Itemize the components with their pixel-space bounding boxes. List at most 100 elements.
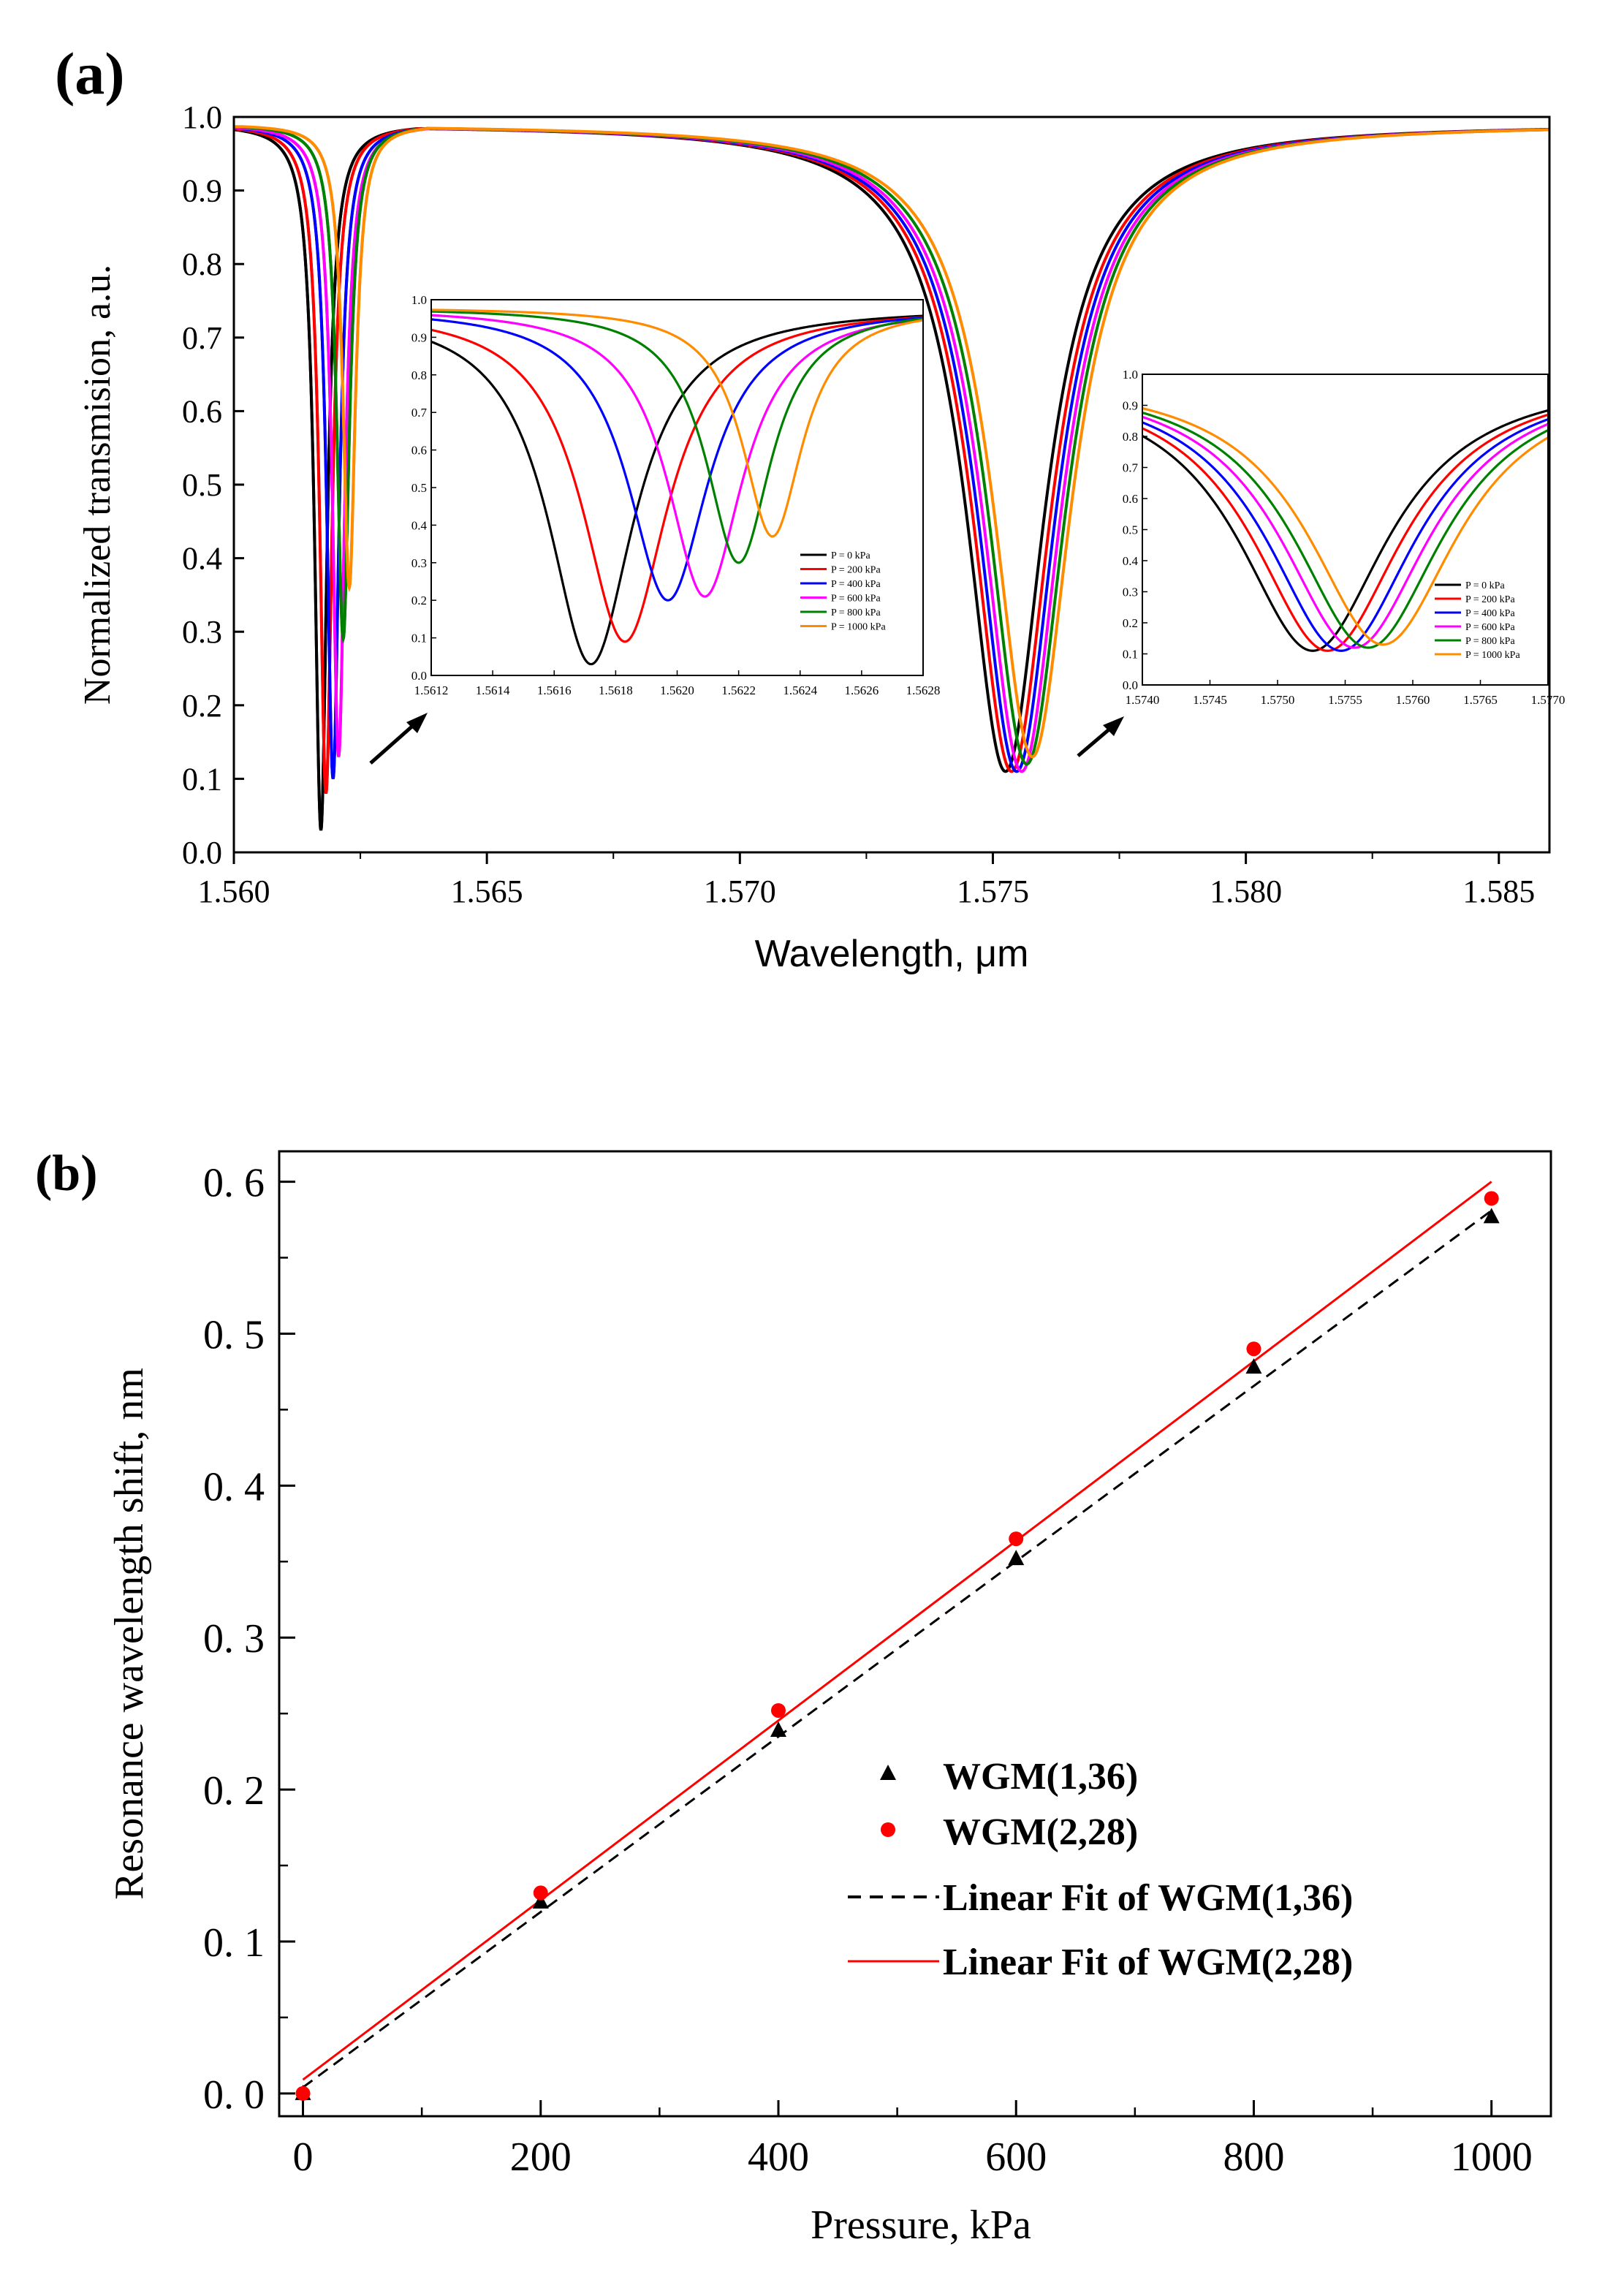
- panel-a-y-tick-label: 0.8: [182, 246, 222, 282]
- inset1-series-2: [430, 317, 924, 602]
- panel-a-y-tick-label: 0.6: [182, 393, 222, 429]
- inset1-x-tick-label: 1.5624: [783, 683, 817, 697]
- panel-b-fit-lines: [302, 1181, 1492, 2088]
- panel-b-legend-label: WGM(2,28): [943, 1811, 1138, 1853]
- inset1-x-tick-label: 1.5628: [906, 683, 941, 697]
- inset1-legend-label: P = 200 kPa: [831, 565, 881, 576]
- panel-b-point-wgm-2-28: [1246, 1341, 1261, 1357]
- inset2-y-tick-label: 0.2: [1123, 616, 1138, 630]
- panel-a-x-tick-label: 1.570: [704, 874, 776, 909]
- panel-b-legend-label: Linear Fit of WGM(1,36): [943, 1877, 1353, 1919]
- panel-b-point-wgm-2-28: [295, 2086, 311, 2101]
- panel-a-y-tick-label: 0.4: [182, 541, 222, 577]
- panel-b-legend-label: Linear Fit of WGM(2,28): [943, 1942, 1353, 1983]
- panel-b-point-wgm-1-36: [1008, 1550, 1025, 1566]
- inset1-legend: P = 0 kPa P = 200 kPa P = 400 kPa P = 600 k…: [800, 550, 886, 633]
- panel-a: (a) 0.0 0.1 0.2 0.3 0.4 0.5 0.6 0.7 0.8 0.9 1.0 1.5…: [55, 40, 1565, 975]
- panel-b-point-wgm-1-36: [770, 1721, 786, 1737]
- panel-b-point-wgm-2-28: [1009, 1531, 1024, 1547]
- inset1-y-tick-label: 0.5: [411, 481, 427, 495]
- inset1-y-tick-label: 0.0: [411, 669, 427, 683]
- inset2-series-4: [1142, 411, 1549, 649]
- panel-a-y-tick-label: 0.3: [182, 614, 222, 650]
- inset2-legend: P = 0 kPa P = 200 kPa P = 400 kPa P = 600 k…: [1435, 580, 1520, 661]
- inset-1: 0.0 0.1 0.2 0.3 0.4 0.5 0.6 0.7 0.8 0.9 1.0 1.5612 1…: [411, 293, 941, 697]
- inset2-series-2: [1142, 418, 1549, 652]
- inset1-y-tick-label: 0.6: [411, 444, 427, 458]
- panel-a-y-tick-label: 0.1: [182, 761, 222, 797]
- inset1-y-tick-label: 0.2: [411, 594, 427, 607]
- inset1-legend-label: P = 1000 kPa: [831, 622, 886, 633]
- inset1-y-tick-label: 0.7: [411, 406, 428, 420]
- panel-a-label: (a): [55, 40, 125, 107]
- panel-b-frame: [278, 1150, 1552, 2118]
- inset1-x-tick-label: 1.5612: [414, 683, 449, 697]
- inset2-legend-label: P = 600 kPa: [1465, 622, 1515, 633]
- inset1-series-3: [430, 314, 924, 598]
- inset2-legend-label: P = 800 kPa: [1465, 636, 1515, 647]
- inset2-x-tick-label: 1.5755: [1328, 693, 1362, 707]
- inset1-y-tick-label: 0.1: [411, 632, 427, 645]
- inset2-y-tick-label: 0.8: [1123, 430, 1138, 444]
- inset1-legend-label: P = 800 kPa: [831, 607, 881, 618]
- panel-a-x-tick-label: 1.560: [198, 874, 270, 909]
- inset2-series-1: [1142, 413, 1549, 652]
- panel-b-y-tick-label: 0. 1: [203, 1920, 265, 1966]
- inset-2: 0.0 0.1 0.2 0.3 0.4 0.5 0.6 0.7 0.8 0.9 1.0 1.5740 1…: [1123, 368, 1566, 707]
- inset1-x-tick-label: 1.5614: [476, 683, 510, 697]
- inset1-x-tick-label: 1.5620: [660, 683, 694, 697]
- inset2-y-tick-label: 0.4: [1123, 554, 1139, 568]
- panel-b-point-wgm-1-36: [532, 1893, 549, 1909]
- panel-a-x-tick-label: 1.585: [1462, 874, 1535, 909]
- panel-b-x-tick-label: 1000: [1451, 2134, 1533, 2180]
- inset-1-pointer-arrow: [369, 713, 428, 765]
- inset1-series-5: [430, 308, 924, 538]
- panel-a-y-tick-label: 1.0: [182, 99, 222, 135]
- panel-b-x-tick-label: 200: [510, 2134, 572, 2180]
- inset2-legend-label: P = 1000 kPa: [1465, 650, 1520, 661]
- inset2-x-tick-label: 1.5765: [1463, 693, 1498, 707]
- inset1-x-tick-label: 1.5622: [721, 683, 756, 697]
- panel-b-legend-label: WGM(1,36): [943, 1756, 1138, 1798]
- inset2-legend-label: P = 400 kPa: [1465, 608, 1515, 619]
- inset1-x-tick-label: 1.5618: [599, 683, 633, 697]
- inset2-y-tick-label: 0.3: [1123, 586, 1138, 599]
- panel-b-legend-marker-circle: [881, 1822, 895, 1837]
- panel-b-y-tick-label: 0. 2: [203, 1768, 265, 1814]
- inset2-y-tick-label: 0.9: [1123, 399, 1138, 413]
- panel-b-point-wgm-2-28: [1484, 1191, 1499, 1206]
- inset2-x-tick-label: 1.5740: [1126, 693, 1160, 707]
- panel-a-series-dip-p-400-kpa: [257, 129, 409, 779]
- panel-b-x-tick-label: 400: [748, 2134, 809, 2180]
- panel-b-y-tick-label: 0. 0: [203, 2072, 265, 2118]
- inset1-series-0: [430, 314, 924, 666]
- panel-a-x-tick-label: 1.580: [1210, 874, 1282, 909]
- inset1-y-tick-label: 0.3: [411, 556, 427, 570]
- panel-b: (b) 0. 0 0. 1 0. 2 0. 3 0. 4 0. 5 0. 6 0 200 400 6…: [35, 1145, 1552, 2248]
- inset2-legend-label: P = 200 kPa: [1465, 594, 1515, 605]
- panel-a-y-tick-label: 0.2: [182, 688, 222, 724]
- panel-b-point-wgm-1-36: [1245, 1358, 1262, 1374]
- inset2-y-tick-label: 0.5: [1123, 523, 1138, 537]
- inset2-x-tick-label: 1.5750: [1261, 693, 1295, 707]
- panel-b-legend: WGM(1,36) WGM(2,28) Linear Fit of WGM(1,36…: [848, 1756, 1353, 1983]
- inset2-x-tick-label: 1.5760: [1396, 693, 1430, 707]
- panel-a-y-tick-label: 0.9: [182, 173, 222, 209]
- inset2-x-tick-label: 1.5770: [1531, 693, 1566, 707]
- panel-b-fit-linear-fit-of-wgm-2-28: [302, 1181, 1492, 2081]
- panel-b-y-axis-label: Resonance wavelength shift, nm: [107, 1368, 152, 1900]
- panel-b-y-tick-label: 0. 6: [203, 1161, 265, 1206]
- inset1-y-tick-label: 0.4: [411, 518, 428, 532]
- panel-b-legend-marker-triangle: [880, 1765, 896, 1780]
- panel-b-x-tick-label: 0: [293, 2134, 314, 2180]
- inset2-series-3: [1142, 415, 1549, 649]
- inset1-y-tick-label: 0.9: [411, 330, 427, 344]
- panel-b-x-axis-label: Pressure, kPa: [811, 2202, 1031, 2248]
- panel-a-x-tick-label: 1.565: [451, 874, 523, 909]
- inset1-series-1: [430, 316, 924, 643]
- inset2-y-tick-label: 0.0: [1123, 678, 1138, 692]
- inset2-y-tick-label: 1.0: [1123, 368, 1138, 382]
- inset1-x-tick-label: 1.5626: [845, 683, 879, 697]
- panel-b-y-tick-label: 0. 5: [203, 1312, 265, 1357]
